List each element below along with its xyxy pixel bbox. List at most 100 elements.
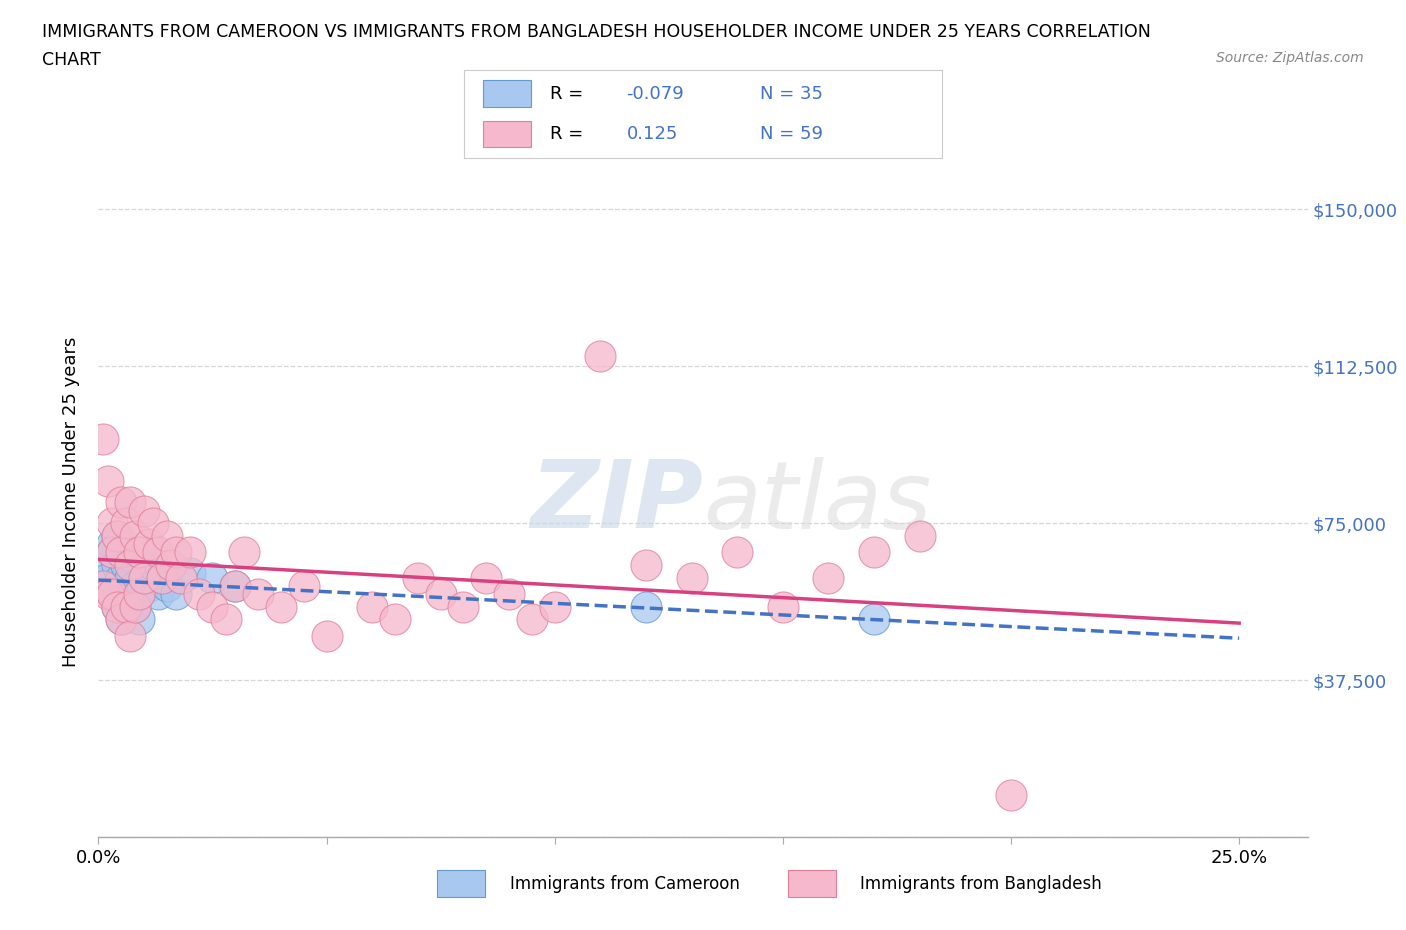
Point	[120, 570, 142, 585]
Point	[105, 528, 128, 543]
Point	[224, 578, 246, 593]
Text: N = 59: N = 59	[761, 126, 824, 143]
Point	[179, 565, 201, 580]
FancyBboxPatch shape	[484, 80, 531, 107]
Point	[101, 537, 124, 551]
Text: Source: ZipAtlas.com: Source: ZipAtlas.com	[1216, 51, 1364, 65]
Point	[96, 570, 118, 585]
Point	[114, 600, 136, 615]
Point	[96, 474, 118, 489]
Point	[132, 503, 155, 518]
Point	[120, 629, 142, 644]
Point	[114, 600, 136, 615]
Point	[110, 587, 132, 602]
Text: 0.125: 0.125	[627, 126, 678, 143]
Point	[138, 578, 160, 593]
Point	[146, 545, 169, 560]
Text: Immigrants from Cameroon: Immigrants from Cameroon	[509, 874, 740, 893]
Point	[224, 578, 246, 593]
Point	[160, 558, 183, 573]
Point	[128, 587, 150, 602]
Text: -0.079: -0.079	[627, 85, 685, 102]
Point	[91, 578, 114, 593]
Point	[114, 578, 136, 593]
Point	[429, 587, 451, 602]
Y-axis label: Householder Income Under 25 years: Householder Income Under 25 years	[62, 337, 80, 668]
Point	[156, 578, 179, 593]
Point	[475, 570, 498, 585]
Text: Immigrants from Bangladesh: Immigrants from Bangladesh	[860, 874, 1102, 893]
Point	[150, 570, 173, 585]
Point	[247, 587, 270, 602]
Point	[270, 600, 292, 615]
Text: CHART: CHART	[42, 51, 101, 69]
Point	[156, 528, 179, 543]
Point	[725, 545, 748, 560]
Point	[138, 537, 160, 551]
Point	[634, 600, 657, 615]
Point	[132, 570, 155, 585]
FancyBboxPatch shape	[437, 870, 485, 897]
Point	[165, 545, 187, 560]
Point	[124, 600, 146, 615]
Point	[101, 587, 124, 602]
Point	[110, 570, 132, 585]
Point	[101, 516, 124, 531]
Point	[1000, 788, 1022, 803]
Point	[120, 558, 142, 573]
Point	[96, 558, 118, 573]
Text: N = 35: N = 35	[761, 85, 824, 102]
Point	[361, 600, 384, 615]
Point	[96, 587, 118, 602]
Point	[169, 570, 191, 585]
Point	[105, 600, 128, 615]
Point	[110, 495, 132, 510]
Point	[128, 545, 150, 560]
Text: R =: R =	[550, 85, 589, 102]
Point	[589, 349, 612, 364]
Point	[817, 570, 839, 585]
Point	[315, 629, 337, 644]
Point	[142, 516, 165, 531]
Point	[110, 612, 132, 627]
Point	[544, 600, 567, 615]
Point	[215, 612, 238, 627]
Point	[681, 570, 703, 585]
Point	[128, 587, 150, 602]
Point	[233, 545, 256, 560]
Point	[101, 587, 124, 602]
Point	[201, 570, 224, 585]
Point	[150, 570, 173, 585]
Point	[105, 528, 128, 543]
Point	[105, 558, 128, 573]
Point	[772, 600, 794, 615]
Point	[863, 612, 886, 627]
Point	[124, 600, 146, 615]
Point	[634, 558, 657, 573]
Point	[120, 587, 142, 602]
Point	[908, 528, 931, 543]
Point	[292, 578, 315, 593]
Point	[187, 587, 209, 602]
Point	[114, 558, 136, 573]
Text: ZIP: ZIP	[530, 457, 703, 548]
Point	[863, 545, 886, 560]
FancyBboxPatch shape	[787, 870, 837, 897]
Point	[110, 612, 132, 627]
Point	[91, 578, 114, 593]
Text: R =: R =	[550, 126, 600, 143]
Point	[146, 587, 169, 602]
FancyBboxPatch shape	[484, 121, 531, 148]
Point	[105, 600, 128, 615]
Point	[520, 612, 543, 627]
Point	[114, 516, 136, 531]
Point	[179, 545, 201, 560]
Point	[110, 545, 132, 560]
Text: IMMIGRANTS FROM CAMEROON VS IMMIGRANTS FROM BANGLADESH HOUSEHOLDER INCOME UNDER : IMMIGRANTS FROM CAMEROON VS IMMIGRANTS F…	[42, 23, 1152, 41]
Point	[110, 545, 132, 560]
Point	[132, 570, 155, 585]
Point	[101, 545, 124, 560]
Point	[120, 495, 142, 510]
Text: atlas: atlas	[703, 457, 931, 548]
Point	[384, 612, 406, 627]
